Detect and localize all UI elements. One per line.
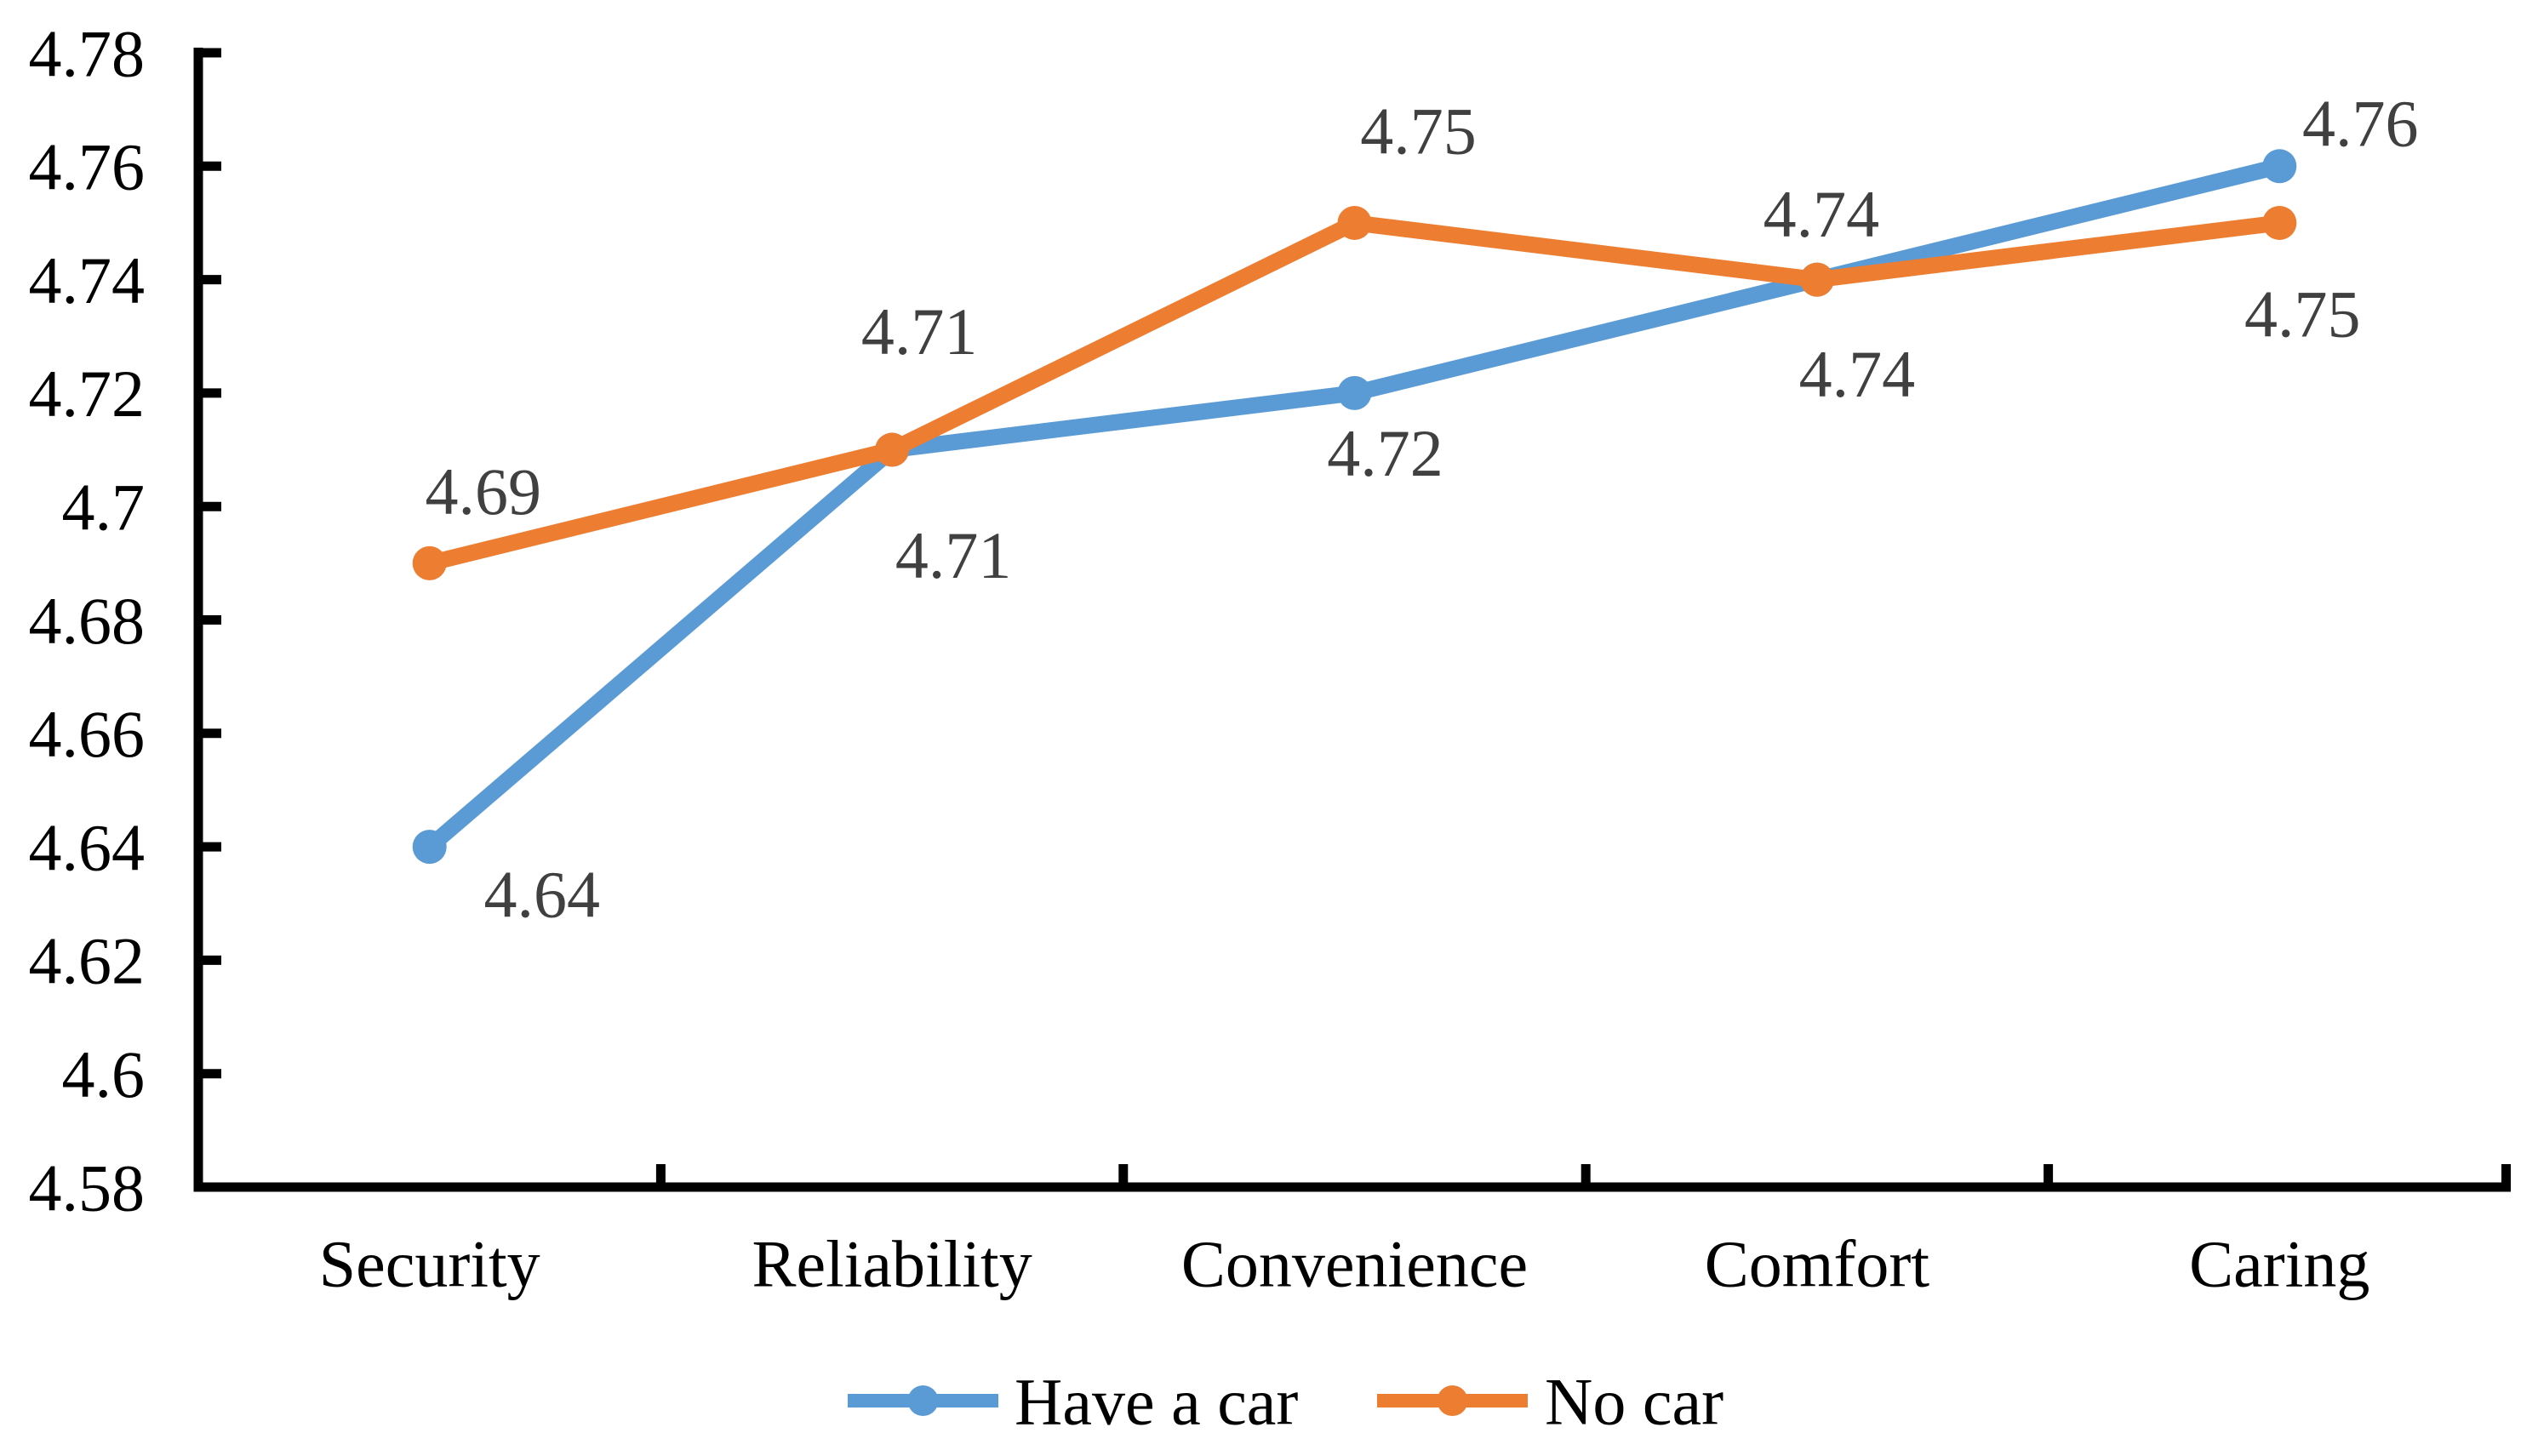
series-lines bbox=[412, 149, 2297, 865]
data-label-no-car-reliability: 4.71 bbox=[861, 294, 978, 368]
data-label-have-a-car-comfort: 4.74 bbox=[1799, 337, 1916, 411]
data-point-no-car-security bbox=[412, 545, 447, 580]
data-point-have-a-car-caring bbox=[2262, 149, 2297, 184]
legend-label-have-a-car: Have a car bbox=[1015, 1364, 1298, 1438]
legend-label-no-car: No car bbox=[1545, 1364, 1723, 1438]
y-tick-label: 4.6 bbox=[62, 1037, 146, 1111]
axes bbox=[193, 48, 2511, 1192]
legend-item-no-car: No car bbox=[1377, 1364, 1723, 1438]
y-tick-label: 4.66 bbox=[29, 697, 146, 771]
data-point-have-a-car-security bbox=[412, 830, 447, 865]
x-category-label-security: Security bbox=[319, 1226, 540, 1300]
legend-marker-no-car bbox=[1437, 1385, 1468, 1416]
y-tick-label: 4.78 bbox=[29, 16, 146, 90]
data-label-no-car-convenience: 4.75 bbox=[1360, 94, 1477, 168]
y-tick-label: 4.62 bbox=[29, 924, 146, 998]
x-category-label-comfort: Comfort bbox=[1705, 1226, 1930, 1300]
y-tick-label: 4.7 bbox=[62, 471, 146, 545]
data-point-have-a-car-convenience bbox=[1337, 375, 1372, 410]
data-point-no-car-comfort bbox=[1799, 262, 1834, 297]
y-tick-label: 4.64 bbox=[29, 810, 146, 884]
y-tick-label: 4.72 bbox=[29, 357, 146, 431]
legend-marker-have-a-car bbox=[907, 1385, 939, 1416]
data-labels: 4.64 4.71 4.72 4.74 4.76 4.69 4.71 4.75 4.74 4.75 bbox=[425, 87, 2418, 932]
data-label-no-car-caring: 4.75 bbox=[2244, 277, 2361, 351]
y-tick-label: 4.58 bbox=[29, 1151, 146, 1225]
data-point-no-car-caring bbox=[2262, 205, 2297, 240]
y-axis-tick-labels: 4.78 4.76 4.74 4.72 4.7 4.68 4.66 4.64 4.62 4.6 4.… bbox=[29, 16, 146, 1225]
data-label-have-a-car-convenience: 4.72 bbox=[1327, 416, 1443, 490]
x-axis-category-labels: Security Reliability Convenience Comfort Car… bbox=[319, 1226, 2370, 1300]
legend-item-have-a-car: Have a car bbox=[848, 1364, 1298, 1438]
x-category-label-convenience: Convenience bbox=[1181, 1226, 1528, 1300]
x-category-label-reliability: Reliability bbox=[752, 1226, 1032, 1300]
data-point-no-car-reliability bbox=[875, 432, 910, 467]
data-point-no-car-convenience bbox=[1337, 205, 1372, 240]
y-tick-label: 4.68 bbox=[29, 584, 146, 658]
series-line-have-a-car bbox=[421, 157, 2288, 855]
x-category-label-caring: Caring bbox=[2189, 1226, 2369, 1300]
y-tick-label: 4.76 bbox=[29, 130, 146, 204]
data-label-have-a-car-security: 4.64 bbox=[483, 857, 600, 931]
y-tick-label: 4.74 bbox=[29, 243, 146, 317]
data-label-have-a-car-reliability: 4.71 bbox=[895, 518, 1012, 592]
data-label-have-a-car-caring: 4.76 bbox=[2302, 87, 2419, 161]
data-label-no-car-security: 4.69 bbox=[425, 454, 541, 528]
data-label-no-car-comfort: 4.74 bbox=[1763, 177, 1880, 251]
legend: Have a car No car bbox=[848, 1364, 1723, 1438]
